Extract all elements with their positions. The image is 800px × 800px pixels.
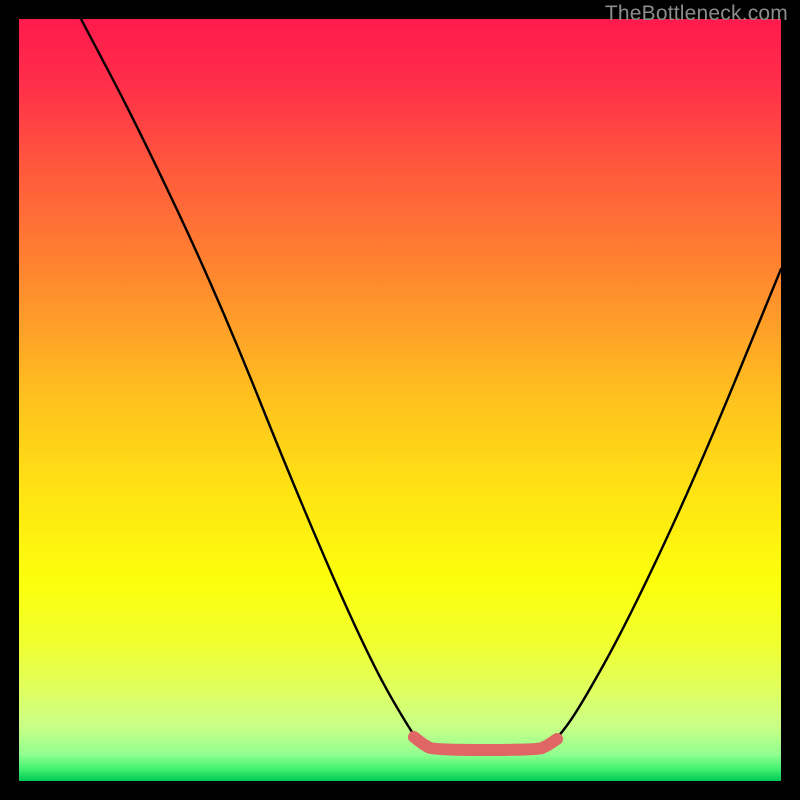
chart-outer-frame: TheBottleneck.com bbox=[0, 0, 800, 800]
chart-svg bbox=[19, 19, 781, 781]
chart-background bbox=[19, 19, 781, 781]
watermark-text: TheBottleneck.com bbox=[605, 2, 788, 26]
chart-plot-area bbox=[19, 19, 781, 781]
